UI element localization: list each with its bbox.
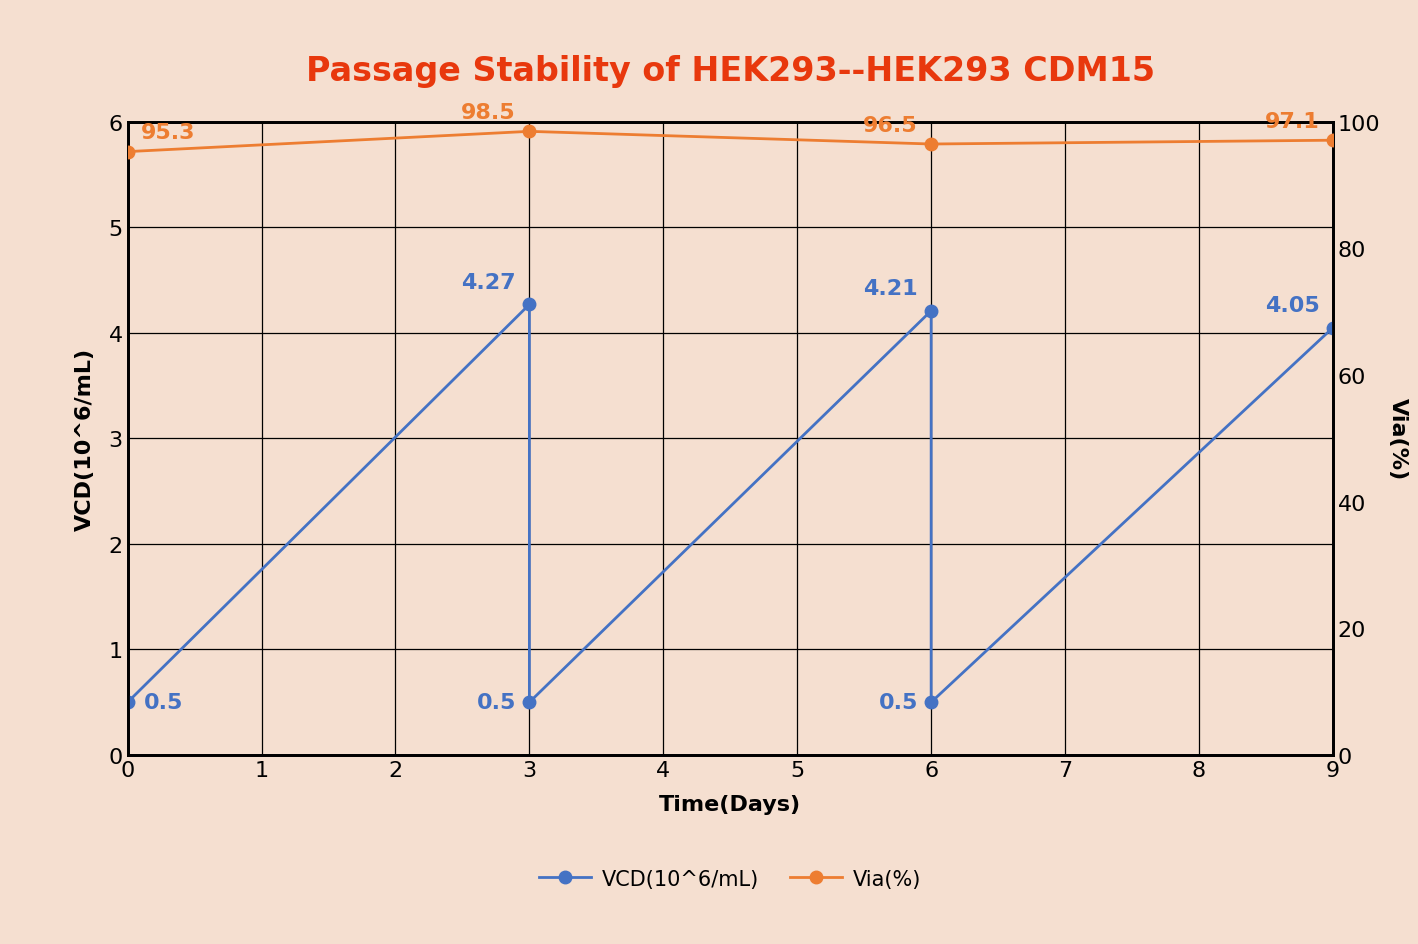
Y-axis label: Via(%): Via(%) (1388, 397, 1408, 480)
Text: 4.21: 4.21 (864, 278, 917, 298)
VCD(10^6/mL) (923, 697, 940, 708)
Text: 98.5: 98.5 (461, 103, 516, 123)
Via(%) (119, 146, 136, 158)
Via(%) (1324, 135, 1341, 146)
Title: Passage Stability of HEK293--HEK293 CDM15: Passage Stability of HEK293--HEK293 CDM1… (306, 55, 1154, 88)
VCD(10^6/mL) (119, 697, 136, 708)
Line: Via(%): Via(%) (122, 126, 1339, 159)
Text: 0.5: 0.5 (143, 693, 183, 713)
Text: 97.1: 97.1 (1265, 111, 1320, 131)
Text: 96.5: 96.5 (864, 115, 917, 135)
VCD(10^6/mL) (1324, 323, 1341, 334)
Text: 0.5: 0.5 (476, 693, 516, 713)
Text: 0.5: 0.5 (878, 693, 917, 713)
Text: 4.27: 4.27 (461, 273, 516, 293)
VCD(10^6/mL) (520, 299, 537, 311)
VCD(10^6/mL) (520, 697, 537, 708)
Via(%) (923, 139, 940, 150)
Text: 95.3: 95.3 (140, 123, 196, 143)
Line: VCD(10^6/mL): VCD(10^6/mL) (122, 299, 1339, 709)
Legend: VCD(10^6/mL), Via(%): VCD(10^6/mL), Via(%) (530, 861, 930, 897)
X-axis label: Time(Days): Time(Days) (659, 794, 801, 814)
Via(%) (520, 126, 537, 138)
Text: 4.05: 4.05 (1265, 295, 1320, 315)
Y-axis label: VCD(10^6/mL): VCD(10^6/mL) (75, 347, 95, 531)
VCD(10^6/mL) (923, 306, 940, 317)
